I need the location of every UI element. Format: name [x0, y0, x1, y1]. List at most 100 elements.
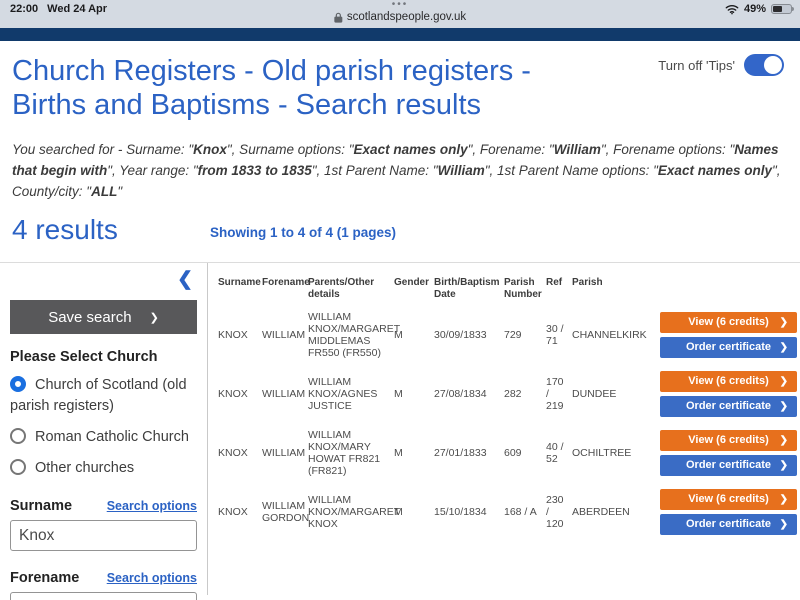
forename-label: Forename	[10, 570, 80, 586]
summary-value: Knox	[193, 142, 227, 157]
table-row: KNOX WILLIAM WILLIAM KNOX/MARGARET MIDDL…	[218, 310, 800, 360]
summary-text: "	[117, 184, 123, 199]
radio-icon	[10, 428, 26, 444]
cell-ref: 230 / 120	[546, 494, 564, 530]
cell-gender: M	[394, 388, 403, 400]
table-row: KNOX WILLIAM WILLIAM KNOX/AGNES JUSTICE …	[218, 369, 800, 419]
cell-surname: KNOX	[218, 506, 248, 518]
view-credits-label: View (6 credits)	[688, 316, 769, 328]
summary-text: ", Forename options: "	[600, 142, 735, 157]
radio-other-churches[interactable]: Other churches	[10, 458, 197, 479]
cell-parents: WILLIAM KNOX/AGNES JUSTICE	[308, 376, 378, 412]
col-header-gender: Gender	[394, 277, 430, 288]
status-date: Wed 24 Apr	[47, 3, 108, 15]
status-time: 22:00	[10, 3, 39, 15]
cell-gender: M	[394, 329, 403, 341]
cell-surname: KNOX	[218, 329, 248, 341]
radio-roman-catholic[interactable]: Roman Catholic Church	[10, 427, 197, 448]
row-actions: View (6 credits) ❯ Order certificate ❯	[660, 430, 800, 476]
search-summary: You searched for - Surname: "Knox", Surn…	[12, 139, 790, 202]
radio-icon	[10, 459, 26, 475]
view-credits-label: View (6 credits)	[688, 434, 769, 446]
view-credits-label: View (6 credits)	[688, 493, 769, 505]
view-credits-button[interactable]: View (6 credits) ❯	[660, 430, 797, 451]
status-indicators: 49%	[725, 3, 794, 15]
cell-forename: WILLIAM	[262, 329, 306, 341]
sidebar-collapse-chevron-icon[interactable]: ❮	[177, 269, 193, 290]
summary-text: ", 1st Parent Name: "	[311, 163, 438, 178]
page-title: Church Registers - Old parish registers …	[12, 55, 531, 121]
radio-church-of-scotland[interactable]: Church of Scotland (old parish registers…	[10, 375, 197, 417]
row-actions: View (6 credits) ❯ Order certificate ❯	[660, 371, 800, 417]
order-certificate-label: Order certificate	[686, 518, 771, 530]
order-certificate-label: Order certificate	[686, 459, 771, 471]
chevron-right-icon: ❯	[779, 342, 788, 353]
cell-parish-number: 168 / A	[504, 506, 537, 518]
summary-text: ", 1st Parent Name options: "	[484, 163, 658, 178]
order-certificate-button[interactable]: Order certificate ❯	[660, 514, 797, 535]
address-bar[interactable]: scotlandspeople.gov.uk	[334, 11, 466, 23]
radio-label: Church of Scotland (old parish registers…	[10, 377, 187, 414]
summary-value: William	[553, 142, 601, 157]
cell-parish-number: 609	[504, 447, 522, 459]
cell-date: 27/08/1834	[434, 388, 487, 400]
wifi-icon	[725, 4, 739, 14]
status-bar: 22:00 Wed 24 Apr ••• scotlandspeople.gov.…	[0, 0, 800, 28]
battery-icon	[771, 4, 794, 14]
cell-forename: WILLIAM	[262, 388, 306, 400]
chevron-right-icon: ❯	[779, 317, 788, 328]
cell-parents: WILLIAM KNOX/MARY HOWAT FR821 (FR821)	[308, 429, 381, 477]
row-actions: View (6 credits) ❯ Order certificate ❯	[660, 312, 800, 358]
summary-text: ", County/city: "	[12, 163, 781, 199]
view-credits-button[interactable]: View (6 credits) ❯	[660, 371, 797, 392]
table-row: KNOX WILLIAM WILLIAM KNOX/MARY HOWAT FR8…	[218, 428, 800, 478]
divider	[0, 262, 800, 263]
summary-value: Exact names only	[353, 142, 468, 157]
summary-text: ", Surname options: "	[226, 142, 354, 157]
forename-search-options-link[interactable]: Search options	[106, 571, 197, 585]
tips-toggle[interactable]	[744, 54, 784, 76]
search-refine-sidebar: ❮ Save search ❯ Please Select Church Chu…	[0, 263, 208, 600]
battery-percent: 49%	[743, 3, 766, 15]
col-header-forename: Forename	[262, 277, 310, 288]
row-actions: View (6 credits) ❯ Order certificate ❯	[660, 489, 800, 535]
summary-value: ALL	[91, 184, 118, 199]
order-certificate-button[interactable]: Order certificate ❯	[660, 396, 797, 417]
surname-label-row: Surname Search options	[10, 498, 197, 514]
tab-overflow-dots-icon[interactable]: •••	[391, 0, 409, 10]
view-credits-button[interactable]: View (6 credits) ❯	[660, 312, 797, 333]
cell-parish: OCHILTREE	[572, 447, 632, 459]
order-certificate-button[interactable]: Order certificate ❯	[660, 455, 797, 476]
surname-input[interactable]	[10, 520, 197, 551]
cell-surname: KNOX	[218, 447, 248, 459]
summary-value: William	[437, 163, 485, 178]
tips-control: Turn off 'Tips'	[658, 54, 784, 76]
cell-parish: DUNDEE	[572, 388, 617, 400]
chevron-right-icon: ❯	[779, 460, 788, 471]
forename-input[interactable]	[10, 592, 197, 600]
tips-toggle-label: Turn off 'Tips'	[658, 57, 735, 73]
radio-label: Other churches	[35, 460, 135, 476]
save-search-button[interactable]: Save search ❯	[10, 300, 197, 334]
radio-label: Roman Catholic Church	[35, 429, 189, 445]
order-certificate-button[interactable]: Order certificate ❯	[660, 337, 797, 358]
table-header-row: Surname Forename Parents/Other details G…	[218, 277, 800, 301]
summary-text: ", Year range: "	[107, 163, 198, 178]
chevron-right-icon: ❯	[779, 435, 788, 446]
summary-value: Names that begin with	[12, 142, 779, 178]
cell-date: 30/09/1833	[434, 329, 487, 341]
radio-selected-icon	[10, 376, 26, 392]
cell-date: 15/10/1834	[434, 506, 487, 518]
page-header: Church Registers - Old parish registers …	[0, 41, 800, 122]
view-credits-button[interactable]: View (6 credits) ❯	[660, 489, 797, 510]
summary-value: from 1833 to 1835	[197, 163, 312, 178]
forename-label-row: Forename Search options	[10, 570, 197, 586]
col-header-actions	[660, 277, 800, 301]
cell-gender: M	[394, 506, 403, 518]
col-header-surname: Surname	[218, 277, 261, 288]
view-credits-label: View (6 credits)	[688, 375, 769, 387]
surname-search-options-link[interactable]: Search options	[106, 499, 197, 513]
cell-ref: 30 / 71	[546, 323, 564, 347]
results-table: Surname Forename Parents/Other details G…	[208, 263, 800, 595]
order-certificate-label: Order certificate	[686, 341, 771, 353]
